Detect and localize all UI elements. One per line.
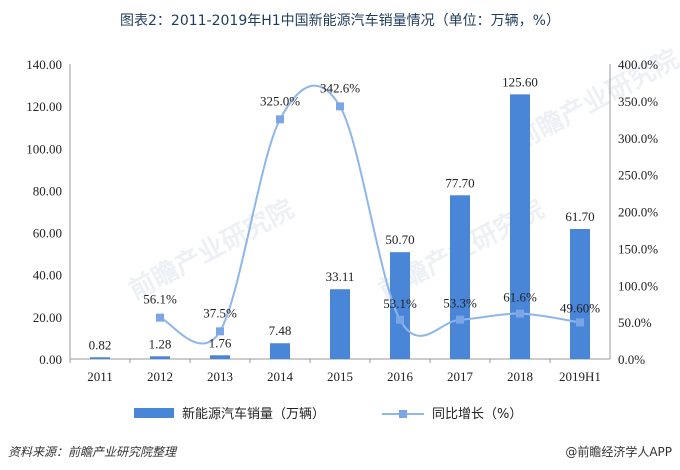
bar <box>510 94 530 359</box>
legend-line-label: 同比增长（%） <box>432 407 522 422</box>
y-right-tick-label: 250.0% <box>618 168 658 183</box>
y-right-tick-label: 100.0% <box>618 278 658 293</box>
growth-marker <box>576 318 584 327</box>
x-tick-label: 2012 <box>147 369 173 384</box>
y-right-tick-label: 400.0% <box>618 57 658 72</box>
y-left-tick-label: 40.00 <box>33 268 62 283</box>
legend-bar-label: 新能源汽车销量（万辆） <box>182 406 325 422</box>
y-left-tick-label: 60.00 <box>33 226 62 241</box>
growth-marker <box>216 327 224 336</box>
chart: 前瞻产业研究院前瞻产业研究院前瞻产业研究院0.0020.0040.0060.00… <box>26 43 680 422</box>
x-tick-label: 2019H1 <box>559 369 601 384</box>
y-right-tick-label: 300.0% <box>618 131 658 146</box>
x-tick-label: 2017 <box>447 369 474 384</box>
chart-title: 图表2：2011-2019年H1中国新能源汽车销量情况（单位：万辆，%） <box>120 13 560 29</box>
growth-value-label: 53.3% <box>443 296 477 311</box>
growth-marker <box>276 115 284 124</box>
legend-bar-swatch <box>134 408 174 418</box>
y-left-tick-label: 100.00 <box>26 141 62 156</box>
growth-value-label: 53.1% <box>383 296 417 311</box>
brand-label: @前瞻经济学人APP <box>565 445 672 459</box>
y-right-tick-label: 150.0% <box>618 241 658 256</box>
bar-value-label: 61.70 <box>565 209 594 224</box>
x-tick-label: 2013 <box>207 369 233 384</box>
y-left-tick-label: 80.00 <box>33 183 62 198</box>
growth-line <box>159 84 581 345</box>
source-note: 资料来源：前瞻产业研究院整理 <box>8 445 177 459</box>
growth-marker <box>516 309 524 318</box>
y-left-tick-label: 0.00 <box>39 352 62 367</box>
legend-line-marker <box>399 410 407 418</box>
growth-marker <box>336 102 344 111</box>
bar-value-label: 1.76 <box>209 335 232 350</box>
bar-value-label: 1.28 <box>149 336 172 351</box>
x-tick-label: 2014 <box>267 369 294 384</box>
y-left-tick-label: 140.00 <box>26 57 62 72</box>
bar-value-label: 0.82 <box>89 337 112 352</box>
growth-value-label: 37.5% <box>203 305 237 320</box>
watermark-text: 前瞻产业研究院 <box>124 193 299 306</box>
growth-value-label: 61.6% <box>503 290 537 305</box>
growth-marker <box>156 313 164 322</box>
y-right-tick-label: 0.0% <box>618 352 645 367</box>
x-tick-label: 2016 <box>387 369 414 384</box>
bar-value-label: 125.60 <box>502 74 538 89</box>
bar-value-label: 50.70 <box>385 232 414 247</box>
growth-marker <box>456 315 464 324</box>
growth-marker <box>396 315 404 324</box>
bar-value-label: 33.11 <box>326 269 355 284</box>
y-right-tick-label: 50.0% <box>618 315 652 330</box>
growth-value-label: 49.60% <box>560 300 600 315</box>
bar <box>390 252 410 359</box>
x-tick-label: 2011 <box>87 369 113 384</box>
bar <box>330 289 350 359</box>
growth-value-label: 56.1% <box>143 292 177 307</box>
bar <box>450 195 470 359</box>
bar <box>570 228 590 359</box>
bar <box>90 357 110 359</box>
bar-value-label: 7.48 <box>269 323 292 338</box>
y-right-tick-label: 350.0% <box>618 94 658 109</box>
bar <box>210 355 230 359</box>
y-left-tick-label: 20.00 <box>33 310 62 325</box>
x-tick-label: 2015 <box>327 369 353 384</box>
bar-value-label: 77.70 <box>445 175 474 190</box>
bar <box>270 343 290 359</box>
growth-value-label: 325.0% <box>260 93 300 108</box>
x-tick-label: 2018 <box>507 369 533 384</box>
y-left-tick-label: 120.00 <box>26 99 62 114</box>
bar <box>150 356 170 359</box>
growth-value-label: 342.6% <box>320 80 360 95</box>
y-right-tick-label: 200.0% <box>618 205 658 220</box>
